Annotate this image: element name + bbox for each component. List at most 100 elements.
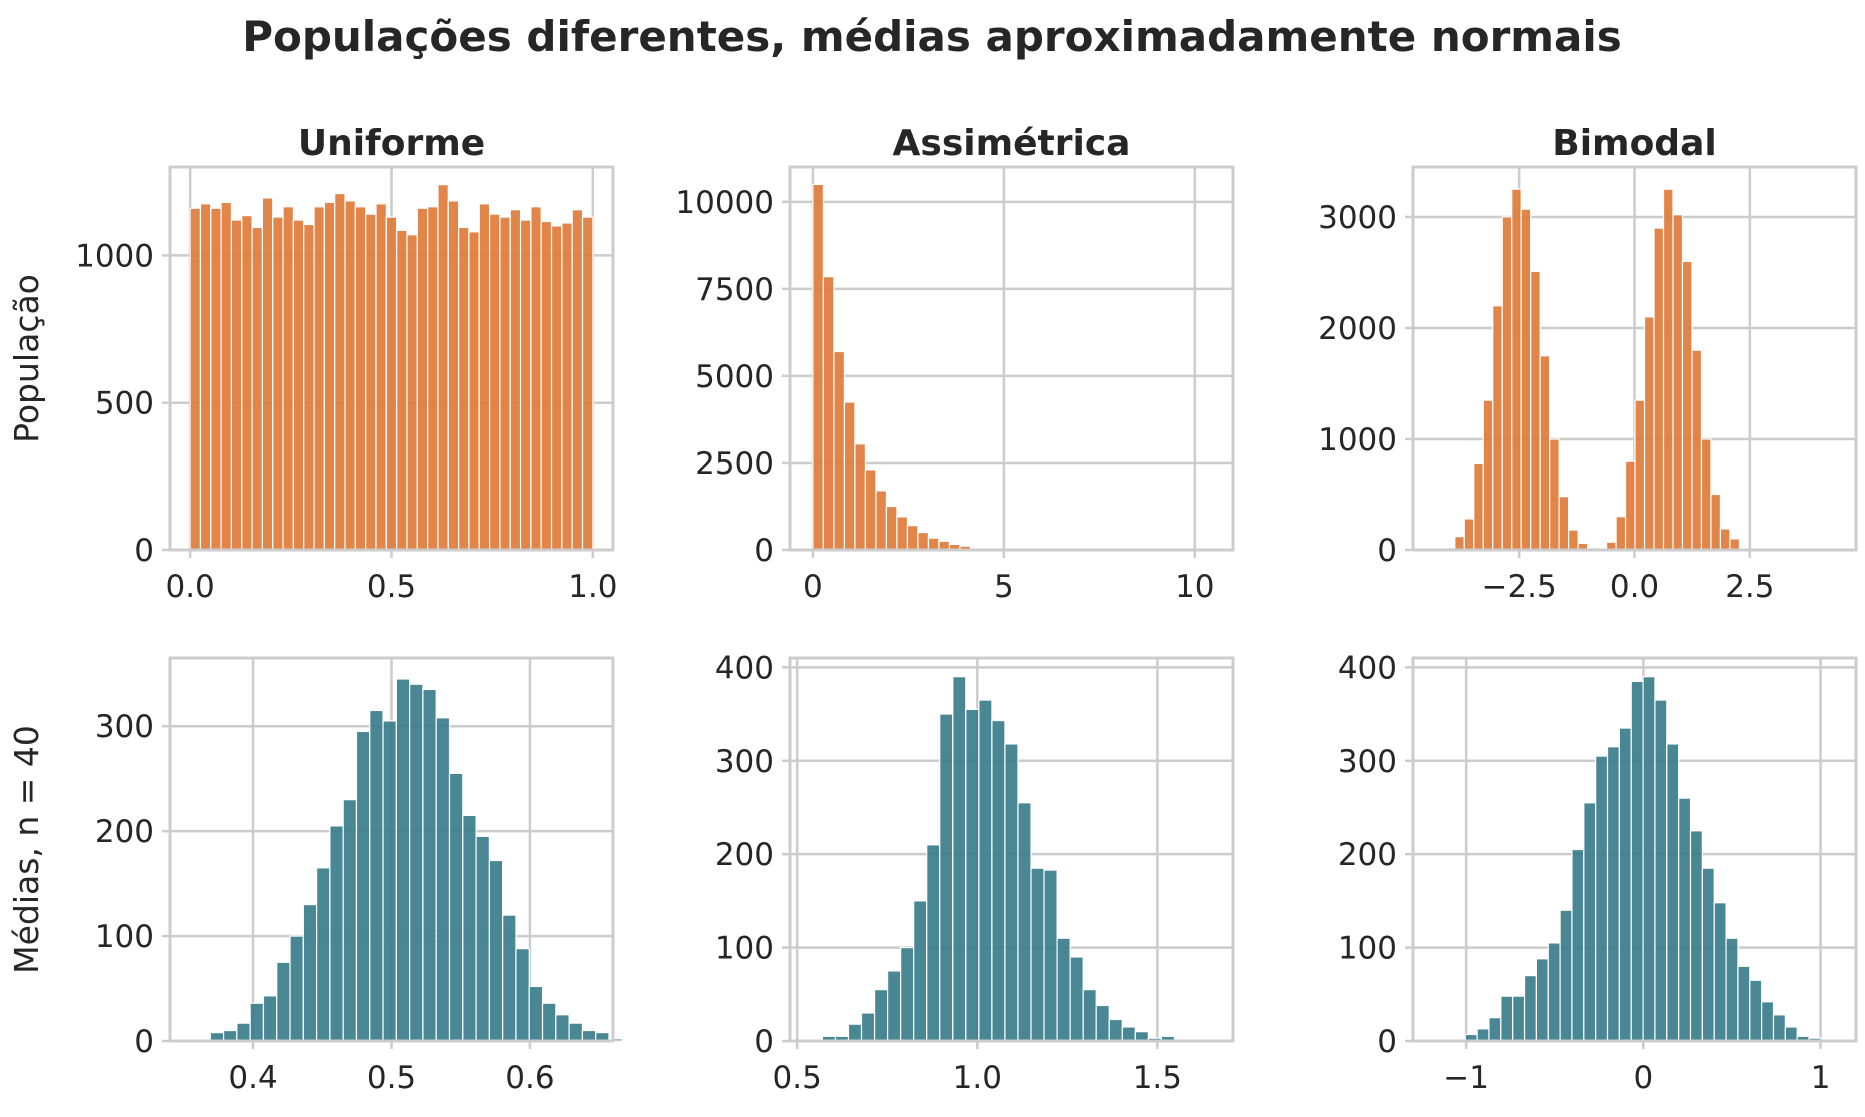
panel-bimodal-means: −1 0 1 0 100 200 300 400 xyxy=(1338,650,1858,1096)
histogram-bar xyxy=(1725,937,1739,1042)
histogram-bar xyxy=(230,219,243,551)
histogram-bar xyxy=(354,206,367,551)
histogram-bar xyxy=(1004,743,1019,1042)
histogram-bar xyxy=(1784,1026,1798,1042)
x-tick-label: 0.0 xyxy=(1610,569,1659,605)
histogram-bar xyxy=(1473,462,1484,551)
histogram-bar xyxy=(917,531,930,551)
y-tick-label: 0 xyxy=(1377,1024,1397,1060)
histogram-bar xyxy=(1454,536,1465,551)
histogram-bar xyxy=(382,720,397,1042)
histogram-bar xyxy=(1512,995,1526,1042)
histogram-bar xyxy=(1511,188,1522,551)
histogram-bar xyxy=(1713,902,1727,1042)
histogram-bar xyxy=(926,844,941,1042)
x-tick-label: 2.5 xyxy=(1725,569,1774,605)
axes-frame xyxy=(788,165,1235,552)
histogram-bar xyxy=(344,200,356,551)
x-tick-label: 5 xyxy=(994,569,1014,605)
panel-assimetrica-means: 0.5 1.0 1.5 0 100 200 300 400 xyxy=(715,650,1235,1096)
y-tick-label: 100 xyxy=(95,919,154,955)
histogram-bar xyxy=(262,995,278,1042)
panel-title: Uniforme xyxy=(298,123,485,164)
y-tick-label: 100 xyxy=(715,931,774,967)
histogram-bar xyxy=(1681,260,1693,551)
histogram-bar xyxy=(199,203,212,551)
x-tick-label: 10 xyxy=(1175,569,1214,605)
histogram-bar xyxy=(509,209,522,551)
panel-uniforme-means: 0.4 0.5 0.6 0 100 200 300 Médias, n = 40 xyxy=(7,656,623,1096)
histogram-bar xyxy=(812,183,825,551)
histogram-bar xyxy=(1568,529,1579,551)
x-tick-label: −1 xyxy=(1443,1060,1489,1096)
y-tick-label: 1000 xyxy=(75,238,154,274)
y-tick-label: 0 xyxy=(134,1024,154,1060)
histogram-bar xyxy=(991,719,1006,1042)
histogram-bar xyxy=(843,401,856,551)
histogram-bar xyxy=(1121,1026,1136,1042)
y-tick-label: 0 xyxy=(754,1024,774,1060)
x-tick-label: 0.4 xyxy=(228,1060,277,1096)
histogram-bar xyxy=(875,490,888,551)
histogram-bar xyxy=(437,184,449,551)
histogram-bar xyxy=(468,231,480,551)
histogram-bar xyxy=(396,229,408,551)
histogram-bar xyxy=(1662,188,1674,551)
histogram-bar xyxy=(261,197,274,551)
y-tick-label: 3000 xyxy=(1318,200,1397,236)
panel-title: Assimétrica xyxy=(893,123,1131,164)
y-axis-label: Médias, n = 40 xyxy=(7,725,46,974)
histogram-bar xyxy=(1523,975,1538,1042)
histogram-bar xyxy=(447,200,460,551)
histogram-bar xyxy=(847,1023,863,1042)
y-tick-label: 300 xyxy=(95,709,154,745)
y-axis-label: População xyxy=(7,274,46,443)
histogram-bar xyxy=(313,206,325,551)
histogram-bar xyxy=(1539,355,1551,551)
histogram-bar xyxy=(1666,743,1680,1042)
histogram-bar xyxy=(189,207,202,551)
histogram-bar xyxy=(1634,399,1646,551)
y-tick-label: 200 xyxy=(1338,837,1397,873)
histogram-bar xyxy=(581,1029,597,1042)
histogram-bar xyxy=(1737,965,1751,1042)
histogram-bar xyxy=(251,226,264,551)
histogram-bar xyxy=(303,223,315,551)
histogram-bar xyxy=(385,216,398,551)
histogram-bar xyxy=(581,216,594,551)
histogram-bar xyxy=(475,835,490,1042)
histogram-bar xyxy=(365,213,377,551)
histogram-bar xyxy=(873,989,889,1042)
x-tick-label: 0.5 xyxy=(367,1060,416,1096)
histogram-bar xyxy=(913,900,928,1042)
histogram-bar xyxy=(541,1002,557,1042)
histogram-bar xyxy=(458,226,470,551)
histogram-bar xyxy=(342,799,358,1042)
histogram-bar xyxy=(241,215,253,551)
histogram-bar xyxy=(1710,493,1722,551)
histogram-bar xyxy=(210,207,222,551)
histogram-bar xyxy=(1729,538,1741,551)
y-tick-label: 500 xyxy=(95,386,154,422)
histogram-bar xyxy=(302,903,318,1042)
histogram-bar xyxy=(515,948,530,1042)
histogram-bar xyxy=(1654,699,1668,1042)
histogram-bar xyxy=(1547,942,1561,1042)
y-tick-label: 1000 xyxy=(1318,422,1397,458)
axes-frame xyxy=(1411,656,1858,1043)
histogram-bar xyxy=(1500,995,1514,1042)
histogram-bar xyxy=(422,688,437,1042)
y-tick-label: 0 xyxy=(1377,533,1397,569)
histogram-bar xyxy=(276,961,291,1042)
x-tick-label: 0.5 xyxy=(367,569,416,605)
histogram-bar xyxy=(272,216,284,551)
histogram-bar xyxy=(1082,989,1097,1042)
histogram-bar xyxy=(540,220,553,551)
histogram-bar xyxy=(1772,1014,1786,1042)
histogram-bar xyxy=(864,469,877,551)
histogram-bar xyxy=(1069,956,1084,1042)
histogram-bar xyxy=(1583,802,1597,1042)
x-tick-label: 0 xyxy=(1633,1060,1653,1096)
histogram-bar xyxy=(375,203,387,551)
histogram-bar xyxy=(448,772,464,1042)
